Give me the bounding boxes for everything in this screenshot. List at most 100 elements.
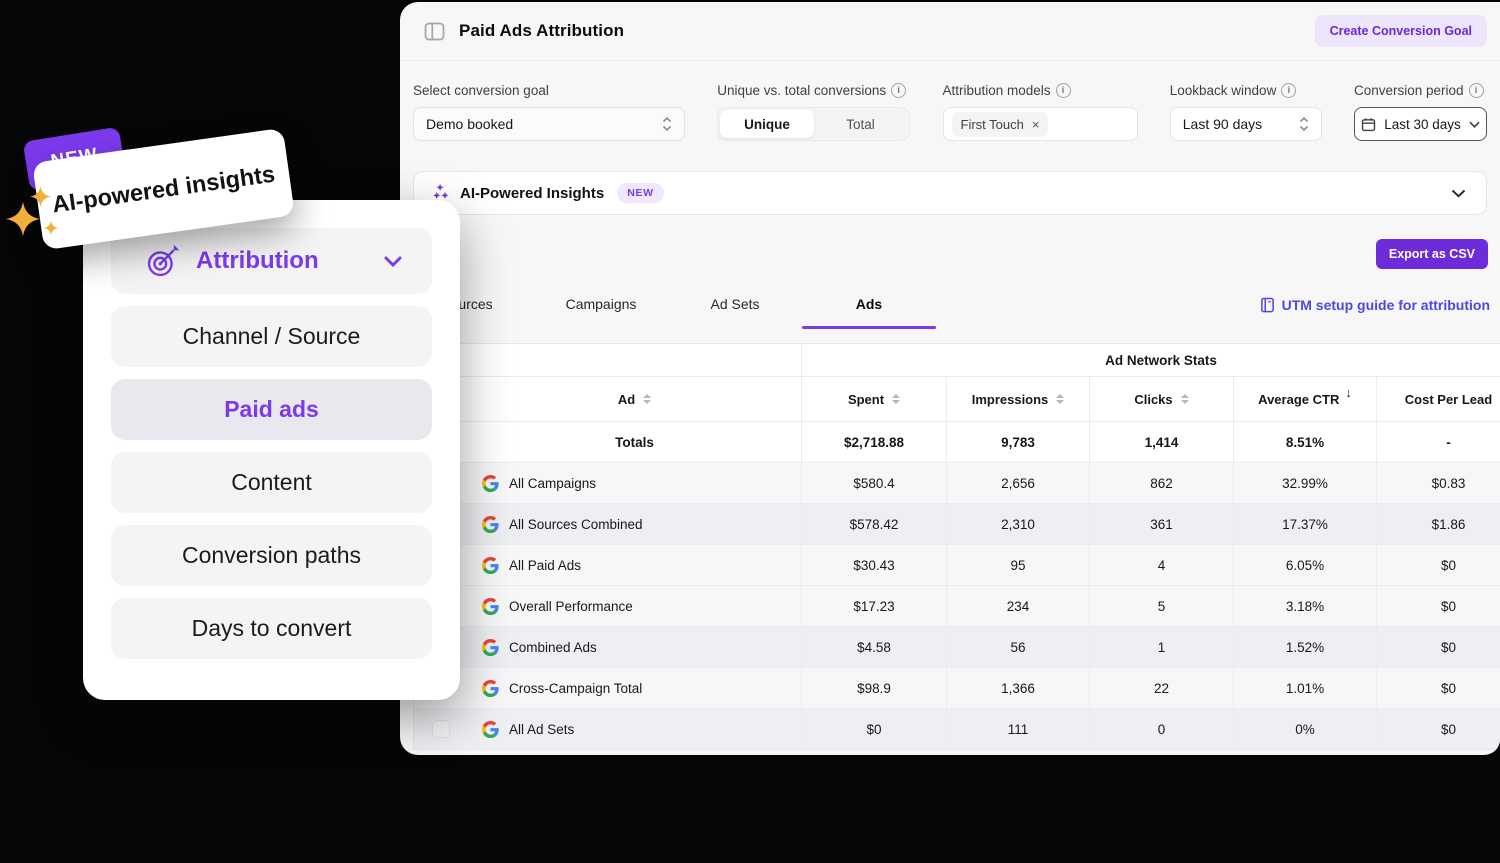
cell-clicks: 4 [1089,545,1233,585]
chevron-down-icon [1469,121,1480,128]
lookback-window-value: Last 90 days [1182,116,1263,132]
sort-descending-icon: ↓ [1345,384,1352,400]
table-row[interactable]: All Paid Ads $30.43 95 4 6.05% $0 [414,545,1500,586]
tab-ads[interactable]: Ads [802,281,936,329]
column-header-average-ctr[interactable]: Average CTR ↓ [1233,377,1376,421]
ad-name: Overall Performance [509,598,633,614]
window-header: Paid Ads Attribution Create Conversion G… [400,2,1500,61]
cell-impressions: 234 [946,586,1089,626]
sidebar-toggle-icon[interactable] [424,21,445,42]
column-header-cost-per-lead[interactable]: Cost Per Lead [1376,377,1500,421]
ad-name: All Sources Combined [509,516,643,532]
menu-item-days-to-convert[interactable]: Days to convert [111,598,432,659]
cell-spent: $30.43 [801,545,946,585]
google-icon [482,597,499,615]
google-icon [482,638,499,656]
cell-cost-per-lead: $0.83 [1376,463,1500,503]
select-updown-icon [1299,116,1308,132]
totals-label: Totals [615,434,654,450]
unique-total-filter: Unique vs. total conversions i Unique To… [717,83,911,141]
conversion-period-filter: Conversion period i Last 30 days [1354,83,1487,141]
table-row[interactable]: Overall Performance $17.23 234 5 3.18% $… [414,586,1500,627]
column-label: Clicks [1134,391,1173,407]
cell-spent: $98.9 [801,668,946,708]
cell-spent: $4.58 [801,627,946,667]
toggle-option-total[interactable]: Total [846,116,875,132]
menu-header-label: Attribution [196,247,319,274]
ai-insights-bar[interactable]: AI-Powered Insights NEW [413,171,1487,215]
group-header-ad-network-stats: Ad Network Stats [801,344,1500,376]
column-header-clicks[interactable]: Clicks [1089,377,1233,421]
attribution-menu-card: Attribution Channel / Source Paid ads Co… [83,200,460,700]
table-header-row: Ad Spent Impressions Clicks Average CTR [414,377,1500,422]
table-row[interactable]: Cross-Campaign Total $98.9 1,366 22 1.01… [414,668,1500,709]
menu-item-paid-ads[interactable]: Paid ads [111,379,432,440]
menu-header-attribution[interactable]: Attribution [111,228,432,294]
ad-name: All Ad Sets [509,721,575,737]
ad-name: All Campaigns [509,475,597,491]
cell-spent: $578.42 [801,504,946,544]
cell-cost-per-lead: $0 [1376,627,1500,667]
table-row[interactable]: Combined Ads $4.58 56 1 1.52% $0 [414,627,1500,668]
toggle-option-unique[interactable]: Unique [720,110,814,138]
table-row[interactable]: All Ad Sets $0 111 0 0% $0 [414,709,1500,749]
chevron-down-icon[interactable] [1451,189,1466,198]
model-chip-first-touch[interactable]: First Touch × [951,111,1049,137]
cell-clicks: 22 [1089,668,1233,708]
cell-clicks: 0 [1089,709,1233,749]
row-checkbox[interactable] [432,720,450,738]
totals-avg-ctr: 8.51% [1233,422,1376,462]
column-header-spent[interactable]: Spent [801,377,946,421]
table-row[interactable]: All Campaigns $580.4 2,656 862 32.99% $0… [414,463,1500,504]
info-icon[interactable]: i [1281,83,1297,98]
chip-remove-icon[interactable]: × [1031,116,1040,132]
ad-name: All Paid Ads [509,557,582,573]
menu-item-content[interactable]: Content [111,452,432,513]
utm-setup-guide-link[interactable]: UTM setup guide for attribution [1260,297,1490,313]
cell-spent: $580.4 [801,463,946,503]
lookback-window-select[interactable]: Last 90 days [1169,107,1322,141]
create-conversion-goal-button[interactable]: Create Conversion Goal [1314,15,1487,47]
info-icon[interactable]: i [1468,83,1484,98]
table-totals-row: Totals $2,718.88 9,783 1,414 8.51% - [414,422,1500,463]
conversion-goal-filter: Select conversion goal Demo booked [413,83,685,141]
cell-cost-per-lead: $0 [1376,586,1500,626]
cell-spent: $0 [801,709,946,749]
group-header-empty [414,344,801,376]
conversion-goal-select[interactable]: Demo booked [413,107,685,141]
export-csv-button[interactable]: Export as CSV [1375,239,1488,269]
attribution-models-label-text: Attribution models [942,83,1051,98]
calendar-icon [1362,117,1376,131]
column-label: Ad [617,391,636,407]
attribution-models-input[interactable]: First Touch × [942,107,1138,141]
column-header-ad[interactable]: Ad [468,377,801,421]
google-icon [482,556,499,574]
tab-ad-sets[interactable]: Ad Sets [710,296,760,312]
column-header-impressions[interactable]: Impressions [946,377,1089,421]
menu-item-conversion-paths[interactable]: Conversion paths [111,525,432,586]
utm-setup-guide-text: UTM setup guide for attribution [1281,297,1490,313]
totals-spent: $2,718.88 [801,422,946,462]
unique-total-label-text: Unique vs. total conversions [717,83,887,98]
info-icon[interactable]: i [891,83,907,98]
cell-impressions: 2,310 [946,504,1089,544]
google-icon [482,515,499,533]
select-updown-icon [662,116,672,132]
tab-campaigns[interactable]: Campaigns [565,296,637,312]
menu-item-channel-source[interactable]: Channel / Source [111,306,432,367]
table-row[interactable]: All Sources Combined $578.42 2,310 361 1… [414,504,1500,545]
ai-sparkles-icon [433,183,449,200]
google-icon [482,720,499,738]
cell-impressions: 111 [946,709,1089,749]
cell-impressions: 95 [946,545,1089,585]
info-icon[interactable]: i [1055,83,1071,98]
tabs: Sources Campaigns Ad Sets Ads [400,281,936,329]
conversion-period-button[interactable]: Last 30 days [1354,107,1487,141]
ai-insights-new-badge: NEW [617,183,664,203]
totals-clicks: 1,414 [1089,422,1233,462]
attribution-target-icon [147,244,180,277]
cell-impressions: 2,656 [946,463,1089,503]
cell-clicks: 1 [1089,627,1233,667]
cell-avg-ctr: 0% [1233,709,1376,749]
